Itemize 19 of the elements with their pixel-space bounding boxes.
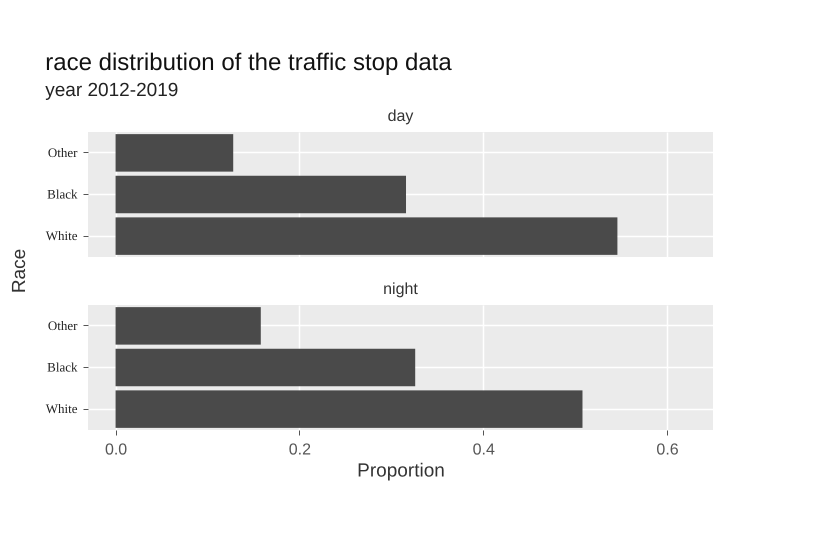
text: day — [388, 108, 414, 124]
x-tick-label: 0.2 — [288, 441, 312, 458]
y-tick-label: Other — [48, 317, 78, 332]
x-axis-title: Proportion — [357, 460, 445, 481]
bar — [116, 306, 261, 344]
y-tick-label: White — [46, 400, 78, 416]
x-tick-label: 0.0 — [104, 441, 128, 458]
text: night — [383, 280, 418, 298]
y-tick-label: White — [46, 228, 78, 243]
y-tick-label: Other — [48, 144, 78, 160]
bar — [116, 348, 416, 386]
bar — [116, 390, 582, 428]
chart-subtitle: year 2012-2019 — [45, 80, 178, 100]
y-tick-label: Black — [47, 186, 78, 201]
chart-title: race distribution of the traffic stop data — [45, 48, 452, 76]
x-tick-label: 0.4 — [472, 441, 495, 458]
x-tick-label: 0.6 — [656, 441, 679, 458]
y-tick-label: Black — [47, 359, 78, 374]
y-axis-title: Race — [9, 248, 31, 294]
